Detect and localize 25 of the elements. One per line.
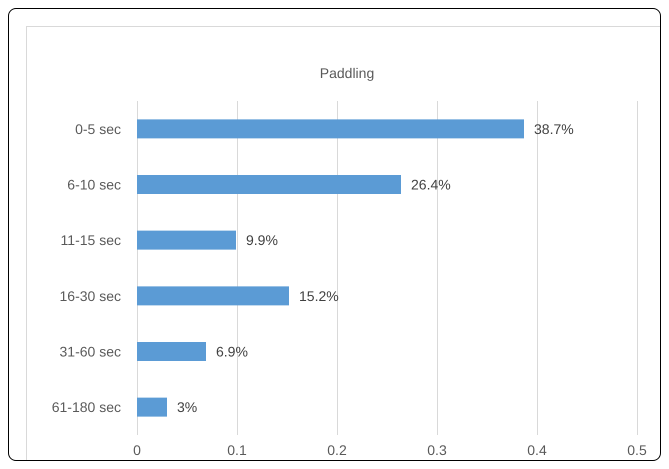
bar — [137, 230, 236, 250]
data-label: 9.9% — [246, 232, 278, 248]
bar — [137, 286, 289, 306]
data-label: 15.2% — [299, 288, 339, 304]
chart-title: Paddling — [320, 65, 374, 81]
data-label: 6.9% — [216, 344, 248, 360]
bar — [137, 175, 401, 194]
x-tick-label: 0.3 — [427, 442, 447, 458]
data-label: 26.4% — [411, 176, 451, 192]
x-tick-label: 0.2 — [327, 442, 347, 458]
y-tick-label: 6-10 sec — [67, 176, 121, 192]
data-label: 3% — [177, 399, 198, 416]
y-tick-label: 0-5 sec — [75, 120, 121, 137]
y-tick-label: 31-60 sec — [60, 344, 121, 360]
bar — [137, 398, 167, 417]
y-tick-label: 11-15 sec — [60, 232, 121, 248]
bar — [137, 342, 206, 361]
bar — [137, 119, 524, 138]
data-label: 38.7% — [534, 120, 574, 137]
y-tick-label: 61-180 sec — [52, 399, 121, 416]
x-tick-label: 0.5 — [627, 442, 647, 458]
y-tick-label: 16-30 sec — [60, 288, 121, 304]
x-tick-label: 0.1 — [227, 442, 247, 458]
x-tick-label: 0 — [133, 442, 142, 458]
x-tick-label: 0.4 — [527, 442, 547, 458]
